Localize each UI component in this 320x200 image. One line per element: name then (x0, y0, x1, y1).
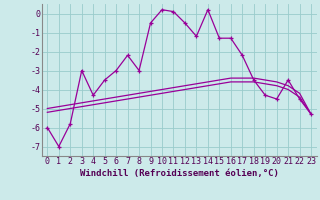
X-axis label: Windchill (Refroidissement éolien,°C): Windchill (Refroidissement éolien,°C) (80, 169, 279, 178)
